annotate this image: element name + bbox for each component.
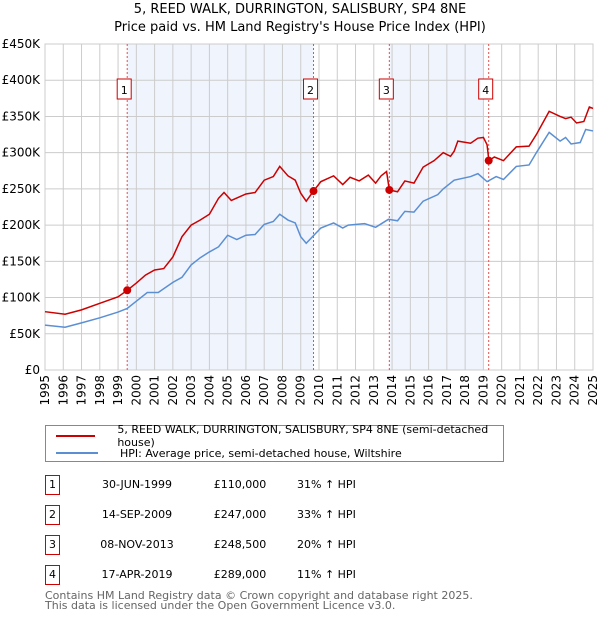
x-tick-label: 2001: [148, 375, 162, 406]
x-tick-label: 2011: [330, 375, 344, 406]
sale-label-box: [303, 78, 319, 100]
legend: 5, REED WALK, DURRINGTON, SALISBURY, SP4…: [45, 423, 504, 462]
sale-label-box: [116, 78, 132, 100]
sale-point: [123, 286, 132, 295]
x-tick-label: 2022: [531, 375, 545, 406]
y-tick-label: £250K: [2, 182, 42, 196]
y-tick-label: £200K: [2, 218, 42, 232]
sale-marker: 1: [45, 475, 60, 495]
sale-label: 3: [383, 84, 390, 97]
sale-row: 1 30-JUN-1999 £110,000 31% ↑ HPI: [45, 475, 445, 495]
plot-border: [44, 43, 594, 371]
x-tick-label: 2025: [586, 375, 600, 406]
x-tick-label: 2007: [257, 375, 271, 406]
y-tick-label: £400K: [2, 73, 42, 87]
x-tick-label: 2018: [458, 375, 472, 406]
x-tick-label: 2000: [129, 375, 143, 406]
x-tick-label: 2014: [385, 375, 399, 406]
sale-hpi-diff: 11% ↑ HPI: [297, 568, 356, 581]
sale-label: 1: [121, 84, 128, 97]
sale-marker: 2: [45, 505, 60, 525]
sale-row: 4 17-APR-2019 £289,000 11% ↑ HPI: [45, 565, 445, 585]
series-line: [44, 128, 594, 329]
legend-hpi: HPI: Average price, semi-detached house,…: [120, 446, 402, 460]
x-tick-label: 2009: [294, 375, 308, 406]
footer-copyright: Contains HM Land Registry data © Crown c…: [45, 589, 473, 602]
sale-hpi-diff: 31% ↑ HPI: [297, 478, 356, 491]
sale-price: £247,000: [213, 508, 267, 521]
x-tick-label: 2021: [513, 375, 527, 406]
sale-label-box: [378, 78, 394, 100]
x-tick-label: 2012: [349, 375, 363, 406]
y-tick-label: £350K: [2, 109, 42, 123]
x-tick-label: 1998: [93, 375, 107, 406]
y-tick-label: £150K: [2, 254, 42, 268]
sale-marker: 3: [45, 535, 60, 555]
sale-point: [385, 185, 394, 194]
sale-point: [309, 187, 318, 196]
chart-subtitle: Price paid vs. HM Land Registry's House …: [114, 20, 486, 35]
sale-price: £289,000: [213, 568, 267, 581]
x-tick-label: 1999: [111, 375, 125, 406]
x-tick-label: 2006: [239, 375, 253, 406]
sale-date: 17-APR-2019: [101, 568, 173, 581]
x-tick-label: 2017: [440, 375, 454, 406]
sale-row: 3 08-NOV-2013 £248,500 20% ↑ HPI: [45, 535, 445, 555]
y-tick-label: £100K: [2, 291, 42, 305]
x-tick-label: 2004: [202, 375, 216, 406]
sale-label: 2: [307, 84, 314, 97]
y-tick-label: £50K: [9, 327, 41, 341]
footer-licence: This data is licensed under the Open Gov…: [45, 599, 396, 612]
sale-date: 14-SEP-2009: [101, 508, 173, 521]
x-tick-label: 2002: [166, 375, 180, 406]
x-tick-label: 2005: [221, 375, 235, 406]
legend-red-line: [56, 435, 96, 437]
sale-hpi-diff: 33% ↑ HPI: [297, 508, 356, 521]
sale-price: £110,000: [213, 478, 267, 491]
sale-hpi-diff: 20% ↑ HPI: [297, 538, 356, 551]
sale-marker: 4: [45, 565, 60, 585]
x-tick-label: 2023: [549, 375, 563, 406]
x-tick-label: 2013: [367, 375, 381, 406]
x-tick-label: 2008: [275, 375, 289, 406]
sale-point: [484, 156, 493, 165]
sale-date: 30-JUN-1999: [101, 478, 173, 491]
y-tick-label: £450K: [2, 37, 42, 51]
x-tick-label: 2015: [403, 375, 417, 406]
sale-date: 08-NOV-2013: [100, 538, 174, 551]
x-tick-label: 1995: [38, 375, 52, 406]
x-tick-label: 2010: [312, 375, 326, 406]
x-tick-label: 2016: [422, 375, 436, 406]
series-line: [44, 106, 594, 315]
x-tick-label: 1996: [56, 375, 70, 406]
x-tick-label: 2024: [568, 375, 582, 406]
x-tick-label: 2019: [476, 375, 490, 406]
legend-property: 5, REED WALK, DURRINGTON, SALISBURY, SP4…: [117, 423, 489, 449]
sale-label: 4: [482, 84, 489, 97]
legend-blue-line: [56, 452, 98, 454]
shaded-period: [389, 44, 484, 370]
price-chart: £0 £50K £100K £150K £200K £250K £300K £350K £400…: [2, 37, 600, 406]
x-tick-label: 2003: [184, 375, 198, 406]
sale-row: 2 14-SEP-2009 £247,000 33% ↑ HPI: [45, 505, 445, 525]
sale-price: £248,500: [213, 538, 267, 551]
shaded-period: [127, 44, 314, 370]
y-tick-label: £0: [25, 363, 40, 377]
x-tick-label: 2020: [495, 375, 509, 406]
x-tick-label: 1997: [75, 375, 89, 406]
sale-label-box: [478, 78, 494, 100]
chart-title: 5, REED WALK, DURRINGTON, SALISBURY, SP4…: [133, 2, 467, 17]
y-tick-label: £300K: [2, 146, 42, 160]
